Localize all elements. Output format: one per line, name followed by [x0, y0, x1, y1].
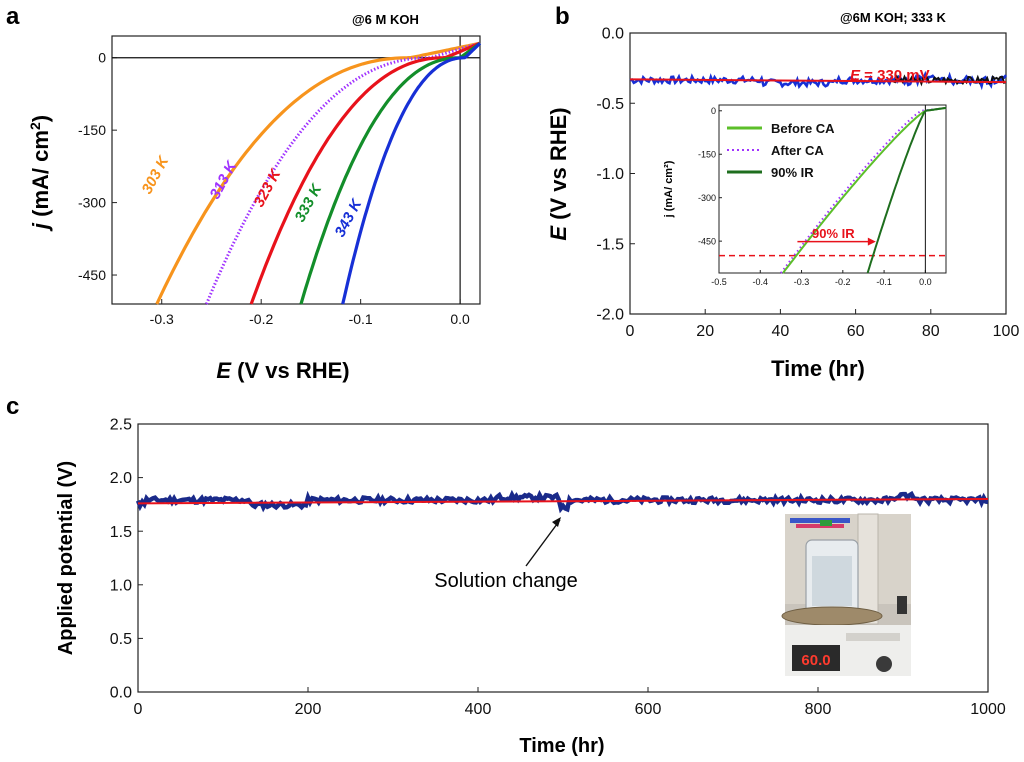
panel-a-y-tick-label: 0: [98, 50, 106, 66]
panel-b-annotation: @6M KOH; 333 K: [840, 10, 946, 25]
panel-b-fit-line: [629, 78, 1007, 84]
panel-c-y-tick-label: 0.5: [110, 631, 132, 648]
inset-y-axis-label: j (mA/ cm²): [663, 160, 675, 218]
photo-knob: [876, 656, 892, 672]
panel-letter-b: b: [555, 3, 570, 30]
panel-a-series-label: 333 K: [292, 181, 326, 225]
panel-a-series-label: 313 K: [207, 158, 241, 202]
inset-x-tick-label: -0.2: [835, 277, 851, 287]
panel-c-x-tick-label: 400: [465, 701, 492, 718]
photo-glass-rod: [857, 513, 879, 625]
inset-curve-90-ir: [866, 106, 947, 274]
panel-c-x-tick-label: 0: [134, 701, 143, 718]
inset-x-tick-label: -0.5: [711, 277, 727, 287]
panel-c-annotation-arrowhead: [552, 517, 561, 527]
panel-b-x-tick-label: 60: [847, 323, 865, 340]
panel-b-y-tick-label: -2.0: [596, 307, 624, 324]
panel-b-chart: 0 20 40 60 80 100 0.0 -0.5 -1.0 -1.5 -2.0 @6M KOH;…: [546, 10, 1019, 381]
panel-c-chart: 0 200 400 600 800 1000 0.0 0.5 1.0 1.5 2.0 2.5 Solu…: [55, 417, 1006, 757]
inset-legend-label: After CA: [771, 143, 824, 158]
panel-a-frame: [111, 35, 481, 305]
panel-a-curve-303k: [155, 41, 481, 305]
inset-curve-before-ca: [782, 106, 947, 274]
panel-b-x-axis-label: Time (hr): [771, 356, 865, 381]
panel-c-x-axis-label: Time (hr): [519, 735, 604, 757]
panel-b-inset: -0.5 -0.4 -0.3 -0.2 -0.1 0.0 0 -150 -300 -450 Bef…: [663, 104, 947, 287]
panel-a-series-label: 323 K: [251, 166, 285, 210]
panel-c-y-axis-label: Applied potential (V): [55, 461, 77, 655]
panel-c-y-tick-label: 0.0: [110, 685, 132, 702]
panel-c-fit-line: [137, 498, 989, 505]
inset-legend-label: Before CA: [771, 121, 835, 136]
panel-letter-c: c: [6, 393, 19, 420]
panel-c-y-tick-label: 1.5: [110, 524, 132, 541]
inset-legend-label: 90% IR: [771, 165, 814, 180]
photo-display-panel: [792, 645, 840, 671]
panel-a-chart: -0.3 -0.2 -0.1 0.0 0 -150 -300 -450 303 K 313 K 3…: [27, 12, 482, 383]
inset-ir-label: 90% IR: [812, 226, 855, 241]
panel-a-curve-343k: [341, 42, 482, 305]
panel-b-x-tick-label: 40: [772, 323, 790, 340]
panel-c-frame: [137, 423, 989, 693]
panel-a-curve-333k: [299, 41, 481, 305]
inset-y-tick-label: 0: [711, 106, 716, 116]
panel-c-y-tick-label: 2.5: [110, 417, 132, 434]
panel-b-y-tick-label: -0.5: [596, 96, 624, 113]
panel-c-y-tick-label: 2.0: [110, 470, 132, 487]
panel-b-measured-series-tail: [892, 74, 1007, 87]
panel-c-x-tick-label: 1000: [970, 701, 1006, 718]
photo-display-value: 60.0: [801, 652, 830, 669]
panel-b-x-tick-label: 20: [696, 323, 714, 340]
panel-b-y-tick-label: 0.0: [602, 26, 624, 43]
panel-c-x-tick-label: 600: [635, 701, 662, 718]
panel-c-x-tick-label: 200: [295, 701, 322, 718]
panel-a-y-tick-label: -450: [78, 267, 106, 283]
panel-a-x-tick-label: -0.2: [249, 311, 273, 327]
panel-a-series-label: 303 K: [139, 153, 173, 197]
panel-a-curve-323k: [249, 41, 481, 305]
inset-x-tick-label: -0.3: [794, 277, 810, 287]
panel-b-y-tick-label: -1.0: [596, 166, 624, 183]
inset-x-tick-label: 0.0: [919, 277, 932, 287]
panel-b-y-axis-label: E (V vs RHE): [546, 107, 571, 240]
panel-a-x-axis-label: E (V vs RHE): [216, 358, 349, 383]
panel-c-annotation-arrow: [525, 519, 561, 567]
panel-b-x-tick-label: 100: [993, 323, 1020, 340]
panel-letter-a: a: [6, 3, 20, 30]
photo-heating-plate: [781, 606, 883, 626]
panel-b-potential-label: E = 330 mV: [850, 67, 930, 84]
panel-a-x-tick-label: 0.0: [450, 311, 470, 327]
panel-a-y-axis-label: j (mA/ cm2): [27, 115, 53, 232]
panel-c-measured-series: [135, 489, 989, 514]
panel-b-x-tick-label: 80: [922, 323, 940, 340]
panel-a-curve-313k: [205, 41, 481, 305]
panel-a-y-tick-label: -150: [78, 122, 106, 138]
inset-frame: [718, 104, 947, 274]
inset-curve-after-ca: [780, 106, 947, 274]
panel-a-y-tick-label: -300: [78, 194, 106, 210]
panel-a-x-tick-label: -0.3: [150, 311, 174, 327]
panel-b-x-tick-label: 0: [626, 323, 635, 340]
panel-c-y-tick-label: 1.0: [110, 577, 132, 594]
inset-x-tick-label: -0.1: [876, 277, 892, 287]
inset-y-tick-label: -450: [698, 236, 716, 246]
inset-ir-arrowhead: [867, 237, 876, 246]
panel-c-x-tick-label: 800: [805, 701, 832, 718]
inset-y-tick-label: -300: [698, 193, 716, 203]
panel-c-annotation: Solution change: [434, 570, 577, 592]
electrolyzer-photo: 60.0: [781, 513, 911, 676]
panel-b-y-tick-label: -1.5: [596, 236, 624, 253]
inset-y-tick-label: -150: [698, 149, 716, 159]
panel-a-x-tick-label: -0.1: [349, 311, 373, 327]
panel-a-annotation: @6 M KOH: [352, 12, 419, 27]
inset-x-tick-label: -0.4: [753, 277, 769, 287]
